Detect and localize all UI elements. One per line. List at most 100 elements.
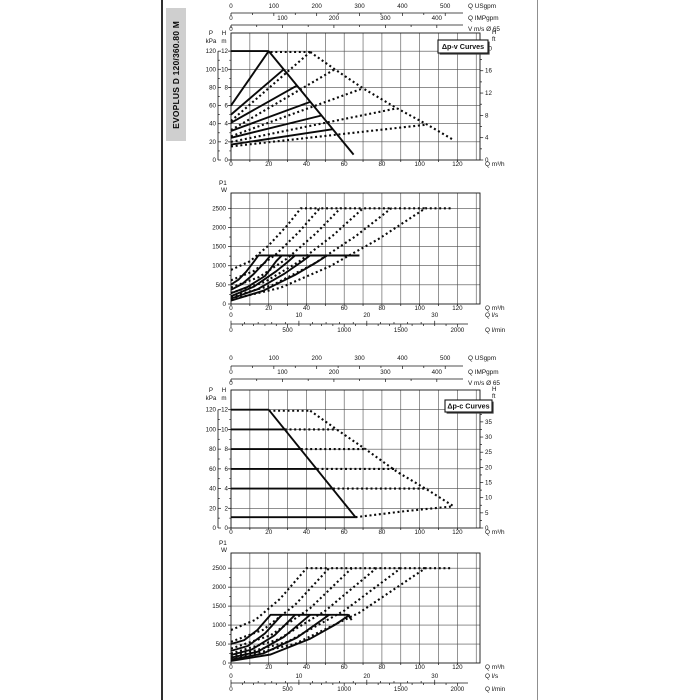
svg-text:60: 60 [341, 529, 348, 536]
svg-text:10: 10 [295, 312, 302, 319]
svg-text:80: 80 [209, 84, 216, 91]
svg-text:80: 80 [378, 664, 385, 671]
svg-text:0: 0 [229, 3, 233, 10]
svg-text:400: 400 [397, 355, 408, 362]
svg-text:0: 0 [223, 301, 227, 308]
svg-text:120: 120 [206, 48, 217, 55]
svg-text:12: 12 [485, 90, 492, 97]
svg-text:10: 10 [485, 495, 492, 502]
left-rule-line [161, 0, 163, 700]
svg-text:1500: 1500 [394, 327, 408, 334]
svg-text:60: 60 [341, 305, 348, 312]
svg-text:20: 20 [265, 161, 272, 168]
svg-text:120: 120 [452, 305, 463, 312]
svg-text:8: 8 [225, 84, 229, 91]
svg-text:Q m³/h: Q m³/h [485, 161, 505, 168]
svg-text:60: 60 [209, 103, 216, 110]
svg-text:10: 10 [221, 66, 228, 73]
svg-text:40: 40 [303, 529, 310, 536]
svg-text:5: 5 [485, 510, 489, 517]
svg-text:0: 0 [229, 26, 233, 33]
svg-text:4: 4 [485, 135, 489, 142]
svg-text:H: H [492, 386, 496, 393]
svg-text:10: 10 [295, 673, 302, 680]
svg-text:0: 0 [223, 660, 227, 667]
svg-text:20: 20 [265, 529, 272, 536]
svg-text:ft: ft [492, 36, 496, 43]
svg-text:80: 80 [209, 446, 216, 453]
svg-text:100: 100 [414, 529, 425, 536]
svg-text:Q m³/h: Q m³/h [485, 529, 505, 536]
svg-text:80: 80 [378, 305, 385, 312]
svg-text:0: 0 [229, 327, 233, 334]
svg-text:400: 400 [432, 369, 443, 376]
sidebar-model-label: EVOPLUS D 120/360.80 M [171, 20, 181, 129]
svg-text:40: 40 [209, 486, 216, 493]
svg-text:100: 100 [277, 15, 288, 22]
svg-text:Q m³/h: Q m³/h [485, 664, 505, 671]
svg-text:500: 500 [440, 3, 451, 10]
svg-text:0: 0 [229, 664, 233, 671]
chart-dpv-power: 0 20 40 60 80 100 120 Q m³/h0500100015002000250… [212, 180, 505, 334]
svg-text:Q l/min: Q l/min [485, 686, 506, 693]
svg-text:6: 6 [225, 103, 229, 110]
svg-text:30: 30 [431, 673, 438, 680]
svg-text:200: 200 [329, 15, 340, 22]
svg-text:Q IMPgpm: Q IMPgpm [468, 369, 499, 376]
svg-text:15: 15 [485, 480, 492, 487]
svg-text:1500: 1500 [394, 686, 408, 693]
svg-text:0: 0 [229, 686, 233, 693]
svg-text:300: 300 [354, 355, 365, 362]
svg-text:40: 40 [303, 305, 310, 312]
svg-text:0: 0 [229, 369, 233, 376]
svg-text:Q l/s: Q l/s [485, 312, 498, 319]
svg-text:Q USgpm: Q USgpm [468, 3, 496, 10]
svg-text:400: 400 [432, 15, 443, 22]
svg-text:H: H [222, 387, 226, 394]
svg-text:Δp-c Curves: Δp-c Curves [447, 402, 489, 411]
svg-text:500: 500 [216, 641, 227, 648]
svg-text:0: 0 [229, 15, 233, 22]
svg-text:1500: 1500 [212, 244, 226, 251]
svg-text:40: 40 [303, 664, 310, 671]
svg-text:0: 0 [225, 157, 229, 164]
svg-text:100: 100 [277, 369, 288, 376]
svg-text:2000: 2000 [450, 686, 464, 693]
svg-text:kPa: kPa [206, 395, 217, 402]
svg-text:60: 60 [341, 161, 348, 168]
svg-text:2500: 2500 [212, 565, 226, 572]
svg-text:20: 20 [209, 139, 216, 146]
svg-text:1500: 1500 [212, 603, 226, 610]
svg-text:W: W [221, 547, 228, 554]
svg-text:300: 300 [380, 15, 391, 22]
svg-text:120: 120 [206, 407, 217, 414]
svg-text:500: 500 [440, 355, 451, 362]
svg-text:Q l/s: Q l/s [485, 673, 498, 680]
svg-text:6: 6 [225, 466, 229, 473]
svg-text:60: 60 [209, 466, 216, 473]
svg-text:120: 120 [452, 664, 463, 671]
svg-text:120: 120 [452, 529, 463, 536]
svg-text:120: 120 [452, 161, 463, 168]
svg-text:40: 40 [303, 161, 310, 168]
svg-text:Q m³/h: Q m³/h [485, 305, 505, 312]
svg-text:25: 25 [485, 449, 492, 456]
svg-text:P1: P1 [219, 540, 227, 547]
svg-text:4: 4 [225, 486, 229, 493]
svg-text:ft: ft [492, 393, 496, 400]
svg-text:2000: 2000 [212, 584, 226, 591]
svg-text:kPa: kPa [206, 38, 217, 45]
svg-text:0: 0 [229, 312, 233, 319]
svg-text:1000: 1000 [337, 327, 351, 334]
svg-text:m: m [221, 38, 226, 45]
svg-text:20: 20 [363, 312, 370, 319]
svg-text:0: 0 [485, 157, 489, 164]
svg-text:1000: 1000 [212, 263, 226, 270]
svg-text:0: 0 [229, 529, 233, 536]
svg-text:2000: 2000 [450, 327, 464, 334]
svg-text:300: 300 [354, 3, 365, 10]
svg-text:0: 0 [229, 673, 233, 680]
svg-text:100: 100 [414, 161, 425, 168]
svg-text:35: 35 [485, 419, 492, 426]
